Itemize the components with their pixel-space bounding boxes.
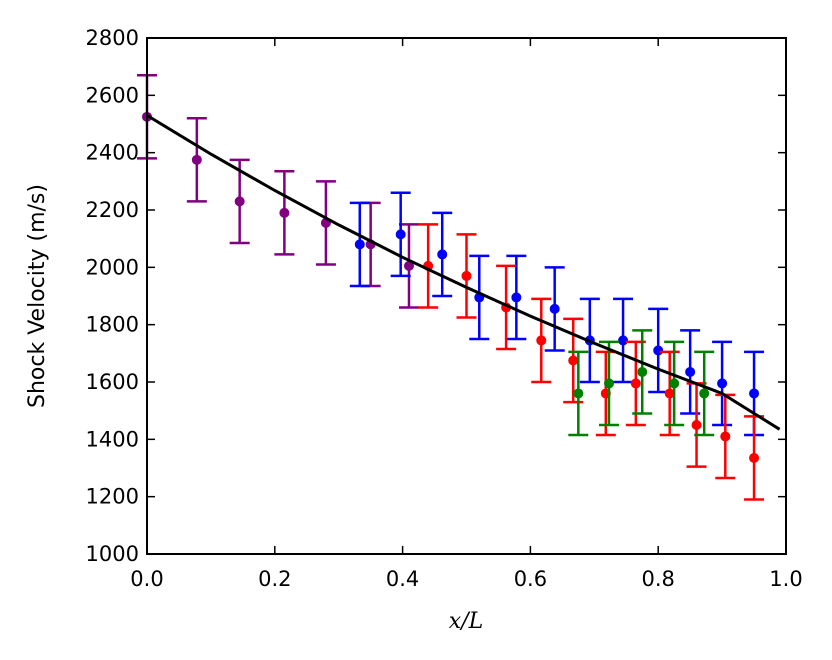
- y-tick-label-1: 1200: [86, 485, 139, 509]
- data-point-1-0: [354, 239, 365, 250]
- data-series-layer: [137, 74, 765, 501]
- y-tick-label-0: 1000: [86, 542, 139, 566]
- y-tick-label-7: 2400: [86, 141, 139, 165]
- data-point-2-3: [536, 335, 547, 346]
- data-point-2-9: [720, 431, 731, 442]
- y-tick-label-4: 1800: [86, 313, 139, 337]
- y-tick-label-3: 1600: [86, 370, 139, 394]
- x-tick-label-3: 0.6: [514, 567, 547, 591]
- data-point-0-2: [234, 196, 245, 207]
- data-point-1-10: [717, 378, 728, 389]
- data-point-1-2: [437, 249, 448, 260]
- x-tick-label-0: 0.0: [130, 567, 163, 591]
- x-tick-label-1: 0.2: [258, 567, 291, 591]
- data-point-0-1: [191, 154, 202, 165]
- series-2: [418, 223, 765, 501]
- fit-layer: [146, 114, 781, 431]
- x-tick-label-2: 0.4: [386, 567, 419, 591]
- y-tick-label-9: 2800: [86, 26, 139, 50]
- data-point-1-8: [653, 345, 664, 356]
- series-3: [568, 329, 715, 437]
- data-point-3-3: [669, 378, 680, 389]
- data-point-1-4: [511, 292, 522, 303]
- y-tick-label-2: 1400: [86, 427, 139, 451]
- y-axis-label: Shock Velocity (m/s): [25, 184, 50, 408]
- data-point-3-0: [573, 388, 584, 399]
- data-point-2-7: [664, 388, 675, 399]
- y-tick-label-5: 2000: [86, 255, 139, 279]
- x-axis-label: x/L: [449, 609, 483, 634]
- data-point-2-1: [461, 270, 472, 281]
- ticks-layer: 0.0 0.2 0.4 0.6 0.8 1.0 1000 1200 1400 1600 1800 20…: [86, 26, 803, 591]
- data-point-0-6: [403, 260, 414, 271]
- series-1: [349, 191, 765, 437]
- data-point-3-4: [699, 388, 710, 399]
- data-point-2-6: [630, 378, 641, 389]
- data-point-3-1: [603, 378, 614, 389]
- x-tick-label-5: 1.0: [769, 567, 802, 591]
- data-point-2-4: [568, 355, 579, 366]
- y-tick-label-6: 2200: [86, 198, 139, 222]
- data-point-1-7: [618, 335, 629, 346]
- data-point-0-3: [279, 207, 290, 218]
- data-point-2-10: [749, 452, 760, 463]
- data-point-1-11: [749, 388, 760, 399]
- x-tick-label-4: 0.8: [641, 567, 674, 591]
- data-point-3-2: [637, 366, 648, 377]
- plot-frame: [146, 37, 787, 555]
- y-tick-label-8: 2600: [86, 83, 139, 107]
- data-point-1-1: [395, 229, 406, 240]
- fit-curve: [146, 114, 781, 431]
- data-point-1-5: [549, 303, 560, 314]
- data-point-1-9: [685, 366, 696, 377]
- data-point-2-8: [691, 420, 702, 430]
